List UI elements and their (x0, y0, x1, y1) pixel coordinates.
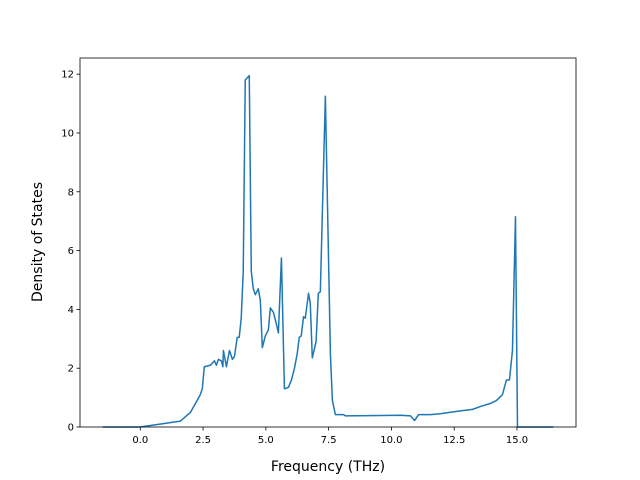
x-tick-label: 7.5 (321, 435, 337, 446)
y-tick-label: 6 (68, 246, 74, 257)
y-tick-label: 8 (68, 187, 74, 198)
x-tick-label: 12.5 (443, 435, 465, 446)
y-tick-label: 10 (61, 128, 74, 139)
x-tick-label: 5.0 (258, 435, 274, 446)
y-tick-label: 12 (61, 70, 74, 81)
x-axis-label: Frequency (THz) (271, 459, 385, 475)
line (102, 74, 554, 428)
y-tick-label: 4 (68, 305, 74, 316)
x-tick-label: 15.0 (506, 435, 528, 446)
x-tick-label: 10.0 (380, 435, 402, 446)
y-tick-label: 2 (68, 364, 74, 375)
y-axis-label: Density of States (30, 182, 46, 302)
plot-frame (79, 57, 577, 428)
x-tick-label: 2.5 (195, 435, 211, 446)
x-tick-label: 0.0 (132, 435, 148, 446)
y-tick-label: 0 (68, 423, 74, 434)
